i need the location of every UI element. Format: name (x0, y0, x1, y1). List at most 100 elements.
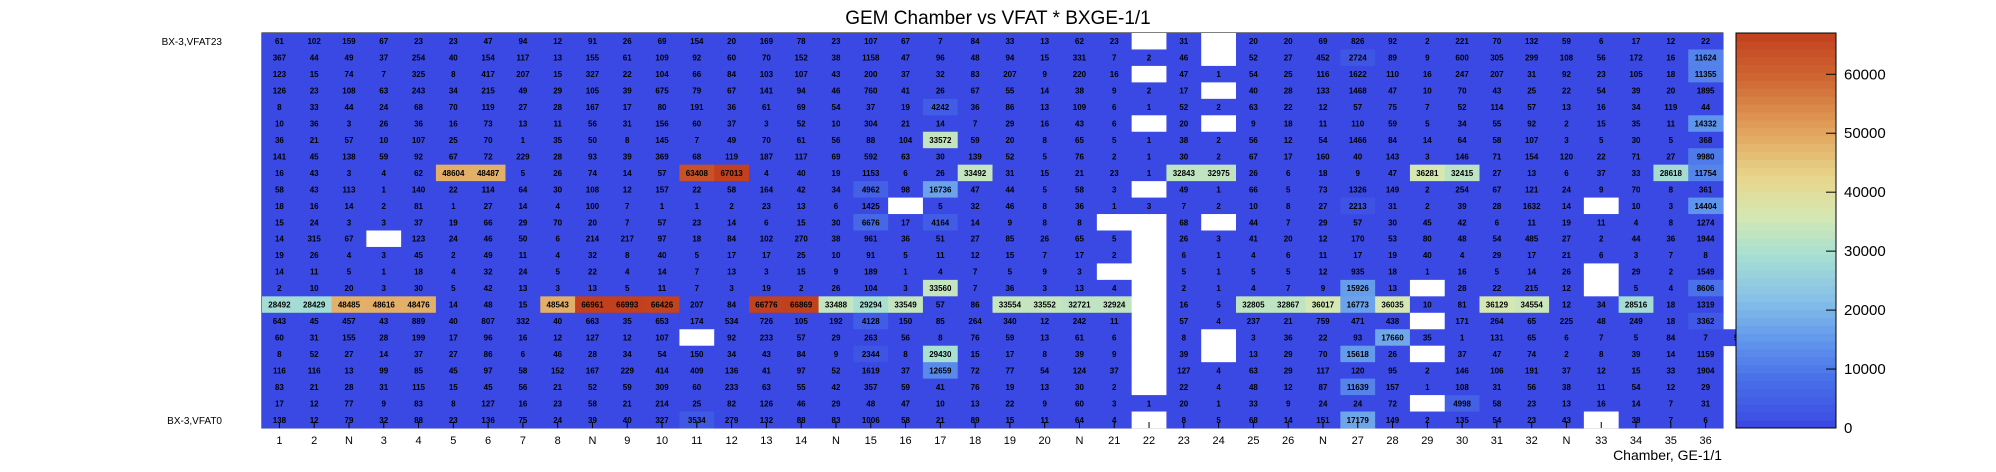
heatmap-cell (853, 131, 889, 149)
heatmap-cell (714, 49, 750, 67)
cell-value-label: 34554 (1521, 301, 1544, 310)
cell-value-label: 207 (516, 70, 530, 79)
heatmap-cell (1201, 197, 1237, 215)
cell-value-label: 19 (762, 284, 771, 293)
cell-value-label: 5 (1042, 152, 1047, 161)
cell-value-label: 52 (1249, 54, 1258, 63)
cell-value-label: 12 (1597, 366, 1606, 375)
heatmap-cell (992, 197, 1028, 215)
heatmap-cell (1409, 82, 1446, 100)
heatmap-cell (1653, 395, 1689, 412)
cell-value-label: 29 (1632, 268, 1641, 277)
heatmap-cell (749, 362, 785, 380)
cell-value-label: 149 (1386, 185, 1400, 194)
heatmap-cell (366, 214, 402, 231)
heatmap-cell (957, 263, 993, 281)
cell-value-label: 1 (903, 268, 908, 277)
cell-value-label: 83 (832, 416, 841, 425)
heatmap-cell (957, 329, 993, 347)
cell-value-label: 34 (832, 185, 841, 194)
heatmap-cell (1305, 148, 1341, 166)
heatmap-cell (1027, 65, 1063, 83)
cell-value-label: 63 (379, 87, 388, 96)
cell-value-label: 40 (658, 251, 667, 260)
heatmap-cell (1583, 115, 1620, 133)
heatmap-cell (262, 65, 298, 83)
cell-value-label: 807 (481, 317, 495, 326)
heatmap-cell (818, 131, 854, 149)
palette-band (1736, 119, 1836, 129)
heatmap-cell (1062, 214, 1098, 231)
palette-tick-label: 50000 (1844, 125, 1886, 142)
heatmap-cell (749, 230, 785, 248)
heatmap-cell (1305, 98, 1341, 116)
cell-value-label: 31 (1179, 37, 1188, 46)
heatmap-cell (1549, 411, 1585, 429)
heatmap-cell (1444, 65, 1480, 83)
heatmap-cell (714, 395, 750, 412)
cell-value-label: 29 (553, 87, 562, 96)
heatmap-cell (1305, 65, 1341, 83)
heatmap-cell (575, 98, 611, 116)
heatmap-cell (296, 329, 332, 347)
heatmap-cell (435, 65, 472, 83)
cell-value-label: 3 (555, 284, 560, 293)
cell-value-label: 126 (760, 399, 774, 408)
cell-value-label: 66 (1249, 185, 1258, 194)
heatmap-cell (783, 33, 819, 50)
heatmap-cell (262, 329, 298, 347)
cell-value-label: 7 (1042, 251, 1047, 260)
cell-value-label: 935 (1351, 268, 1365, 277)
cell-value-label: 25 (1284, 70, 1293, 79)
cell-value-label: 83 (414, 399, 423, 408)
cell-value-label: 14 (275, 235, 284, 244)
cell-value-label: 36 (971, 103, 980, 112)
heatmap-cell (1340, 378, 1376, 396)
cell-value-label: 43 (1492, 87, 1501, 96)
cell-value-label: 65 (1527, 333, 1536, 342)
heatmap-cell (783, 115, 819, 133)
cell-value-label: 340 (1003, 317, 1017, 326)
palette-band (1736, 404, 1836, 413)
cell-value-label: 16 (1666, 54, 1675, 63)
heatmap-cell (1270, 329, 1306, 347)
y-tick-label: BX-3,VFAT23 (162, 37, 223, 48)
heatmap-cell (435, 411, 472, 429)
heatmap-cell (1201, 296, 1237, 314)
cell-value-label: 3 (347, 218, 352, 227)
heatmap-cell (1096, 33, 1133, 50)
cell-value-label: 84 (727, 301, 736, 310)
cell-value-label: 1 (1147, 169, 1152, 178)
cell-value-label: 9 (1112, 87, 1117, 96)
heatmap-cell (644, 65, 680, 83)
cell-value-label: 114 (1490, 103, 1503, 112)
heatmap-cell (992, 378, 1028, 396)
cell-value-label: 97 (658, 235, 667, 244)
cell-value-label: 23 (449, 416, 458, 425)
heatmap-cell (331, 230, 367, 248)
heatmap-cell (401, 181, 437, 198)
cell-value-label: 40 (1423, 251, 1432, 260)
heatmap-cell (505, 65, 541, 83)
heatmap-cell (1375, 378, 1411, 396)
cell-value-label: 124 (1073, 366, 1087, 375)
heatmap-cell (1688, 33, 1724, 50)
cell-value-label: 32 (936, 70, 945, 79)
cell-value-label: 78 (797, 37, 806, 46)
cell-value-label: 92 (414, 152, 423, 161)
x-tick-label: N (1075, 435, 1083, 447)
cell-value-label: 4 (1216, 317, 1221, 326)
cell-value-label: 132 (1525, 37, 1539, 46)
cell-value-label: 327 (655, 416, 669, 425)
heatmap-cell (1340, 164, 1376, 182)
cell-value-label: 26 (1040, 235, 1049, 244)
cell-value-label: 54 (1492, 416, 1501, 425)
heatmap-cell (1653, 82, 1689, 100)
heatmap-cell (331, 329, 367, 347)
cell-value-label: 92 (692, 54, 701, 63)
heatmap-cell (714, 263, 750, 281)
heatmap-cell (1131, 246, 1167, 264)
heatmap-cell (888, 230, 924, 248)
heatmap-cell (401, 131, 437, 149)
heatmap-cell (1583, 98, 1620, 116)
